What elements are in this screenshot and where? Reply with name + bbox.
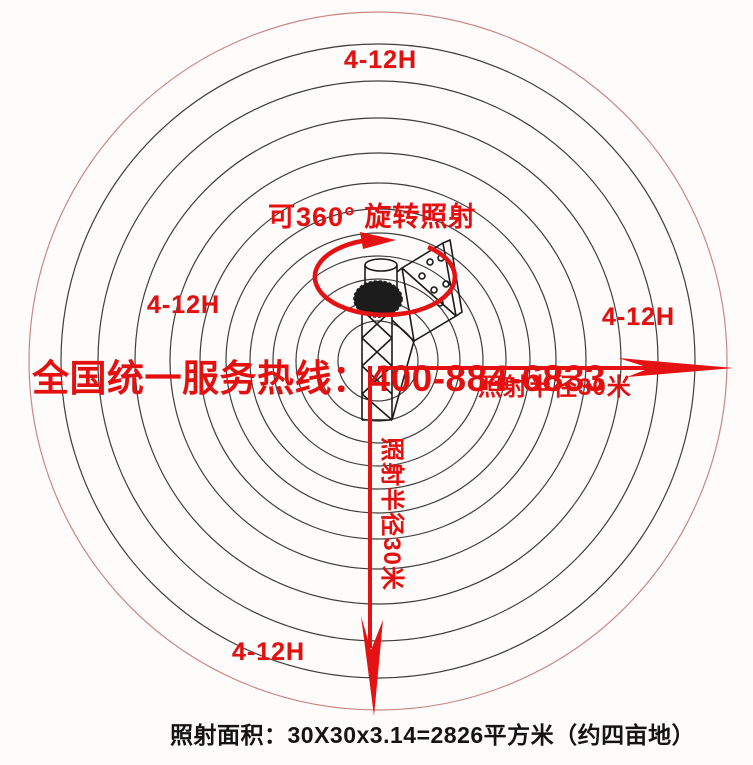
rotation-ellipse-arrow-icon: [312, 232, 458, 318]
service-hotline-text: 全国统一服务热线：400-884-6833: [32, 358, 606, 399]
illumination-rings: [28, 11, 728, 711]
radius-arrow-down-icon: [361, 366, 383, 716]
illumination-ring: [249, 232, 507, 490]
illumination-ring: [199, 182, 557, 540]
illumination-ring: [272, 255, 484, 467]
illumination-ring: [28, 11, 728, 711]
illumination-ring: [337, 320, 419, 402]
radius-label-horizontal: 照射半径30米: [478, 374, 632, 401]
ring-label-bottom: 4-12H: [232, 638, 306, 666]
illumination-ring: [225, 208, 531, 514]
illumination-ring: [169, 152, 587, 570]
illumination-ring: [60, 43, 696, 679]
illumination-ring: [134, 117, 622, 605]
radius-label-vertical: 照射半径30米: [378, 437, 406, 591]
ring-label-left: 4-12H: [147, 291, 221, 319]
ring-label-top: 4-12H: [344, 46, 418, 74]
lattice-light-mast-icon: [353, 238, 463, 421]
radius-arrow-right-icon: [378, 358, 734, 377]
rotation-caption: 可360° 旋转照射: [268, 202, 477, 232]
illumination-area-caption: 照射面积：30X30x3.14=2826平方米（约四亩地）: [170, 722, 696, 748]
illumination-ring: [295, 278, 461, 444]
ring-label-right: 4-12H: [602, 303, 676, 331]
